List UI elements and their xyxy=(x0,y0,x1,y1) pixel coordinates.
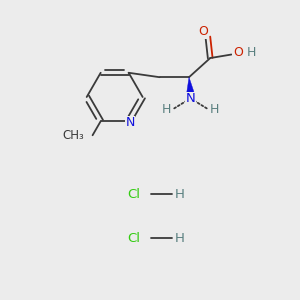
Text: O: O xyxy=(199,25,208,38)
Text: N: N xyxy=(186,92,195,106)
Text: H: H xyxy=(175,188,184,201)
Text: Cl: Cl xyxy=(127,188,140,201)
Text: CH₃: CH₃ xyxy=(63,129,84,142)
Text: N: N xyxy=(125,116,135,129)
Text: H: H xyxy=(175,232,184,245)
Polygon shape xyxy=(187,77,194,93)
Text: H: H xyxy=(209,103,219,116)
Text: H: H xyxy=(247,46,256,59)
Text: O: O xyxy=(233,46,243,59)
Text: Cl: Cl xyxy=(127,232,140,245)
Text: H: H xyxy=(162,103,172,116)
